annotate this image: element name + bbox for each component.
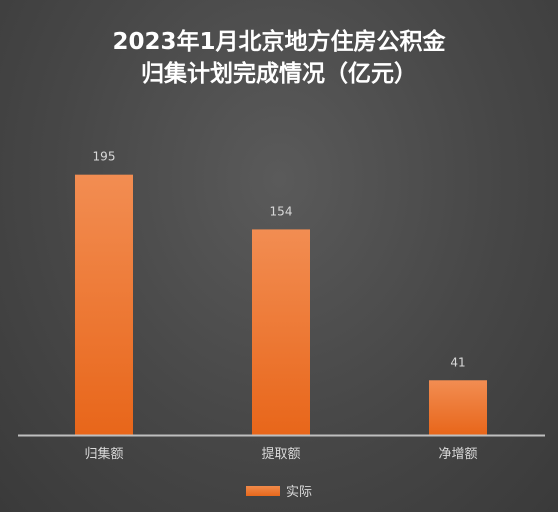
legend: 实际 [0,481,558,500]
category-label-3: 净增额 [438,447,477,462]
bar-1 [75,174,133,436]
bar-2 [252,229,310,435]
chart-title-line-1: 2023年1月北京地方住房公积金 [112,29,446,55]
category-label-2: 提取额 [261,446,300,462]
data-label-1: 195 [93,150,116,164]
legend-label: 实际 [285,485,312,500]
chart-title: 2023年1月北京地方住房公积金 归集计划完成情况（亿元） [0,26,558,90]
chart-title-line-2: 归集计划完成情况（亿元） [141,61,417,87]
data-label-2: 154 [270,204,293,218]
bar-3 [429,380,487,435]
legend-swatch [245,485,280,496]
category-label-1: 归集额 [84,446,123,462]
data-label-3: 41 [450,355,465,369]
